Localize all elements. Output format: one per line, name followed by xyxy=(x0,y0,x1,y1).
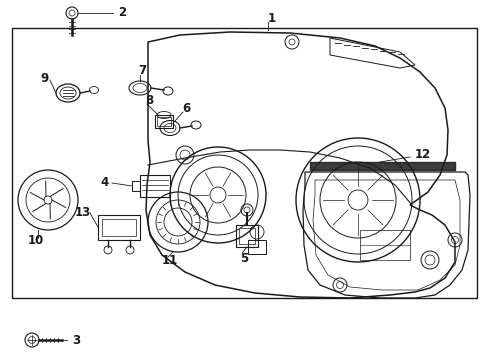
Text: 9: 9 xyxy=(40,72,48,85)
Text: 12: 12 xyxy=(414,148,430,162)
Text: 3: 3 xyxy=(72,333,80,346)
Text: 2: 2 xyxy=(118,6,126,19)
Bar xyxy=(239,228,254,244)
Text: 4: 4 xyxy=(100,176,108,189)
Text: 10: 10 xyxy=(28,234,44,247)
Text: 5: 5 xyxy=(240,252,248,265)
Text: 8: 8 xyxy=(145,94,153,107)
Bar xyxy=(132,181,140,191)
Bar xyxy=(359,230,409,260)
Bar xyxy=(247,240,265,254)
Text: 7: 7 xyxy=(138,63,146,77)
Bar xyxy=(140,175,170,197)
Text: 11: 11 xyxy=(162,253,178,266)
Text: 13: 13 xyxy=(75,207,91,220)
Text: 6: 6 xyxy=(182,102,190,114)
Bar xyxy=(236,225,258,247)
Bar xyxy=(155,115,173,128)
Bar xyxy=(12,28,476,298)
Bar xyxy=(98,215,140,240)
Bar xyxy=(157,117,171,126)
Text: 1: 1 xyxy=(267,12,276,24)
Bar xyxy=(102,219,136,236)
